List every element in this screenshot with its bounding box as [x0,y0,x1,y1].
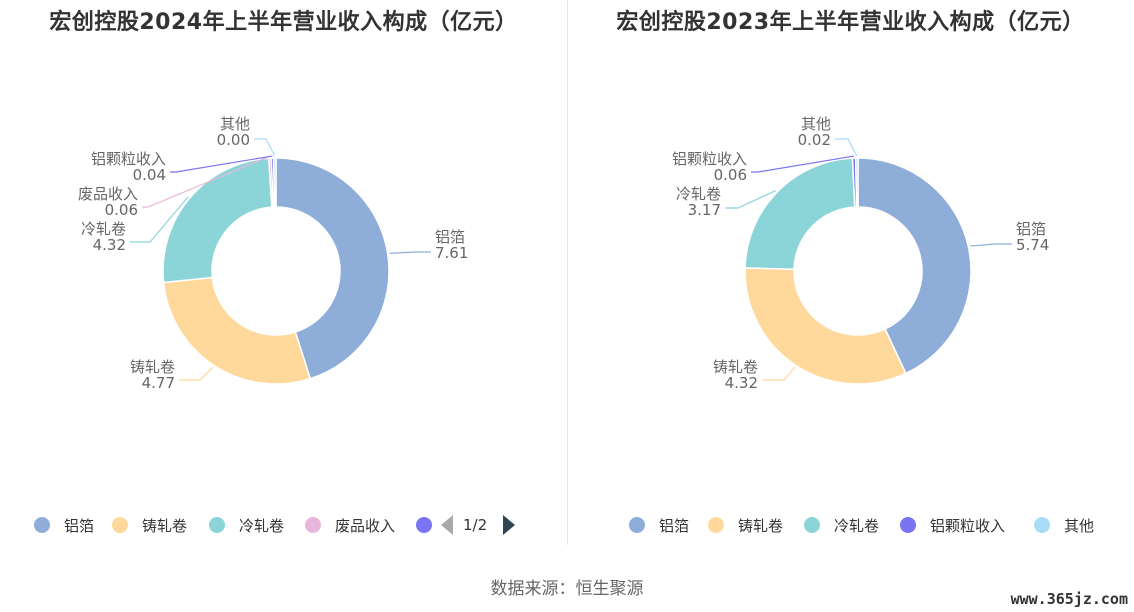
slice-冷轧卷[interactable] [744,157,856,270]
leader-line-冷轧卷 [130,196,189,243]
legend-marker-icon [900,517,916,533]
legend-item[interactable]: 其他 [1034,512,1094,538]
legend-item[interactable]: 铝颗粒收入 [900,512,1005,538]
slice-label-value: 0.06 [105,201,138,219]
leader-line-废品收入 [142,155,271,208]
legend-marker-icon [305,517,321,533]
legend-label: 铸轧卷 [738,516,784,535]
legend-marker-icon [416,517,432,533]
slice-label-name: 铸轧卷 [130,358,175,376]
slice-label-value: 0.02 [798,131,831,149]
legend-2023: 铝箔 铸轧卷 冷轧卷 铝颗粒收入 其他 [567,512,1134,538]
chart-title: 宏创控股2023年上半年营业收入构成（亿元） [616,10,1085,35]
legend-next-arrow-icon[interactable] [503,515,516,535]
legend-item[interactable]: 冷轧卷 [209,512,284,538]
slice-label-name: 铸轧卷 [713,358,758,376]
leader-line-铸轧卷 [762,366,796,381]
chart-panel-2023: 宏创控股2023年上半年营业收入构成（亿元） 铝箔 5.74 铸轧卷 4.32 冷轧卷 3… [567,0,1134,560]
slice-label-name: 铝颗粒收入 [91,150,166,168]
slice-label-value: 0.00 [217,131,250,149]
slice-label-name: 铝颗粒收入 [672,150,747,168]
leader-line-铸轧卷 [179,366,214,381]
leader-line-其他 [835,138,858,157]
legend-label: 铝颗粒收入 [930,516,1006,535]
slice-label-value: 0.04 [133,166,166,184]
slice-label-name: 冷轧卷 [81,220,126,238]
slice-其他[interactable] [272,157,277,208]
slice-label-value: 0.06 [714,166,747,184]
legend-marker-icon [708,517,724,533]
slice-铸轧卷[interactable] [162,276,312,385]
slice-冷轧卷[interactable] [162,157,273,284]
slice-铝箔[interactable] [275,157,390,380]
leader-line-铝颗粒收入 [170,155,273,173]
legend-prev-arrow-icon[interactable] [441,515,453,535]
slice-铝箔[interactable] [857,157,972,375]
slice-label-name: 铝箔 [1016,220,1046,238]
leader-line-冷轧卷 [725,190,777,209]
data-source: 数据来源：恒生聚源 [490,579,644,599]
slice-label-value: 3.17 [688,201,721,219]
slice-label-name: 其他 [801,115,831,133]
legend-item[interactable]: 铸轧卷 [112,512,187,538]
legend-marker-icon [34,517,50,533]
legend-label: 其他 [1064,516,1095,535]
legend-label: 冷轧卷 [834,516,880,535]
legend-marker-icon [112,517,128,533]
slice-label-value: 4.32 [93,236,126,254]
panel-divider [567,0,568,545]
chart-panel-2024: 宏创控股2024年上半年营业收入构成（亿元） 铝箔 7.61 铸轧卷 4.77 冷轧卷 4… [0,0,567,560]
slice-label-name: 废品收入 [78,185,138,203]
legend-label: 铝箔 [64,516,95,535]
legend-item[interactable] [416,512,446,538]
slice-label-value: 7.61 [435,244,468,262]
legend-label: 冷轧卷 [239,516,285,535]
legend-label: 铝箔 [659,516,690,535]
slice-label-value: 5.74 [1016,236,1049,254]
chart-title: 宏创控股2024年上半年营业收入构成（亿元） [49,10,518,35]
legend-marker-icon [629,517,645,533]
slice-label-value: 4.77 [142,374,175,392]
leader-line-铝颗粒收入 [751,155,855,173]
legend-marker-icon [1034,517,1050,533]
slice-label-name: 冷轧卷 [676,185,721,203]
legend-marker-icon [804,517,820,533]
legend-label: 铸轧卷 [142,516,188,535]
legend-item[interactable]: 铝箔 [629,512,689,538]
slice-label-value: 4.32 [725,374,758,392]
slice-其他[interactable] [854,157,859,208]
legend-pager: 1/2 [441,512,516,538]
leader-line-铝箔 [389,251,431,254]
legend-item[interactable]: 铝箔 [34,512,94,538]
watermark: www.365jz.com [1010,590,1128,608]
leader-line-铝箔 [970,243,1012,247]
slice-label-name: 铝箔 [435,228,465,246]
legend-item[interactable]: 铸轧卷 [708,512,783,538]
pager-label: 1/2 [463,516,488,534]
slice-铸轧卷[interactable] [744,267,907,385]
legend-2024: 铝箔 铸轧卷 冷轧卷 废品收入 [0,512,567,538]
legend-marker-icon [209,517,225,533]
leader-line-其他 [254,138,276,157]
legend-item[interactable]: 冷轧卷 [804,512,879,538]
legend-label: 废品收入 [335,516,396,535]
legend-item[interactable]: 废品收入 [305,512,395,538]
slice-label-name: 其他 [220,115,250,133]
